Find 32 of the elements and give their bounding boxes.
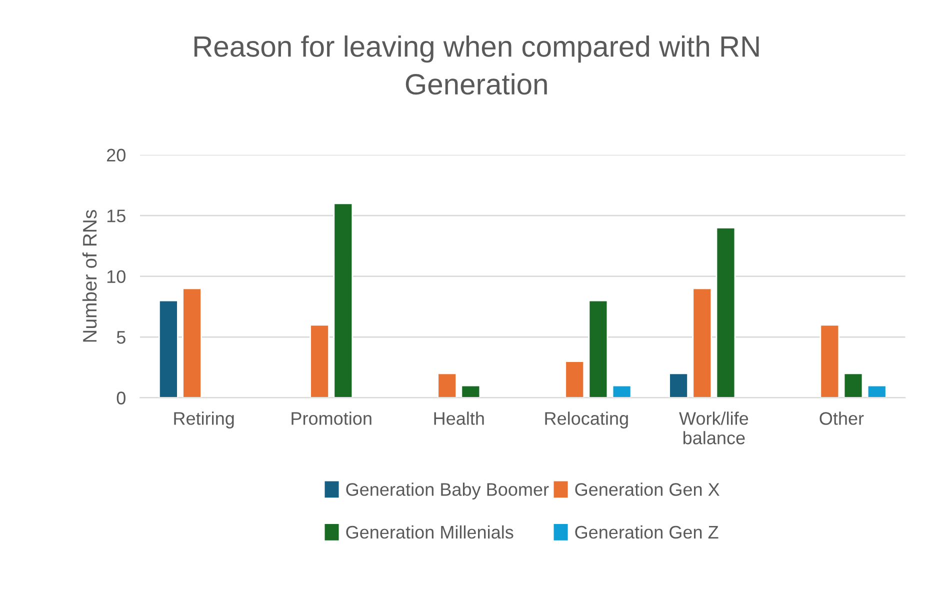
y-axis-title: Number of RNs bbox=[82, 210, 97, 342]
bar bbox=[588, 300, 608, 398]
y-tick-label: 5 bbox=[116, 331, 126, 344]
x-tick-label: Retiring bbox=[174, 412, 234, 428]
bar bbox=[158, 300, 178, 398]
legend-label: Generation Gen X bbox=[575, 482, 720, 496]
y-tick-label: 15 bbox=[107, 210, 126, 222]
y-tick-label: 20 bbox=[107, 148, 126, 162]
bar bbox=[460, 384, 481, 398]
bar bbox=[820, 324, 840, 398]
legend-label: Generation Baby Boomer bbox=[346, 482, 549, 500]
y-tick-label: 0 bbox=[116, 392, 126, 404]
legend-label: Generation Gen Z bbox=[575, 525, 718, 539]
bar bbox=[612, 384, 632, 398]
bar bbox=[668, 372, 688, 398]
x-tick-label: Health bbox=[434, 412, 484, 425]
y-tick-label: 10 bbox=[107, 270, 126, 284]
bar bbox=[866, 384, 887, 398]
bar bbox=[843, 372, 864, 398]
bar bbox=[692, 288, 712, 398]
bar bbox=[564, 360, 585, 398]
bar bbox=[310, 324, 330, 398]
chart-title: Reason for leaving when compared with RN Generation bbox=[194, 35, 759, 95]
x-tick-label: Other bbox=[820, 412, 864, 425]
bar bbox=[182, 288, 202, 398]
bar bbox=[437, 372, 458, 398]
bar bbox=[333, 202, 354, 398]
x-tick-label: Promotion bbox=[292, 412, 372, 425]
x-tick-label: Relocating bbox=[545, 412, 628, 428]
x-tick-label: Work/life balance bbox=[679, 412, 748, 444]
bar bbox=[716, 227, 736, 398]
legend-label: Generation Millenials bbox=[346, 525, 514, 539]
